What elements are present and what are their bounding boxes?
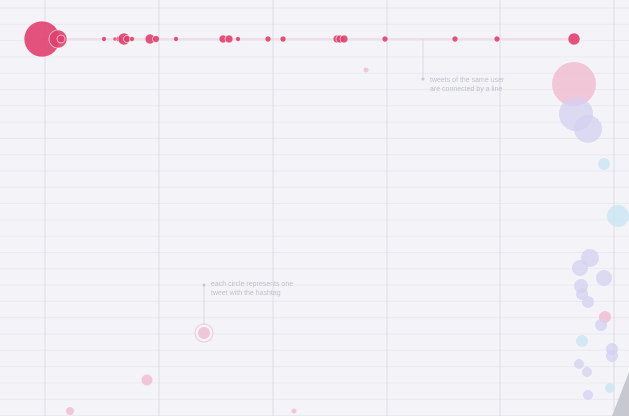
tweet-bubble	[363, 67, 369, 73]
highlighted-tweet-bubble	[235, 36, 241, 42]
highlighted-tweet-bubble	[56, 34, 66, 44]
annotation-each-circle: each circle represents one tweet with th…	[194, 281, 293, 343]
highlighted-user-row	[23, 20, 581, 58]
tweet-bubble	[582, 367, 592, 377]
highlighted-tweet-bubble	[152, 35, 160, 43]
tweet-bubble	[595, 319, 607, 331]
highlighted-tweet-bubble	[224, 34, 234, 44]
annotation-user-line-dot	[421, 77, 425, 81]
highlighted-tweet-bubble	[567, 32, 581, 46]
tweet-bubble	[606, 350, 618, 362]
tweet-bubble	[198, 327, 210, 339]
highlighted-tweet-bubble	[339, 34, 349, 44]
tweet-bubble	[605, 383, 615, 393]
scatter-points	[66, 62, 629, 415]
highlighted-tweet-bubble	[279, 35, 287, 43]
highlighted-tweet-bubble	[381, 35, 389, 43]
tweet-bubble	[596, 270, 612, 286]
annotation-user-line-text-2: are connected by a line	[430, 86, 502, 93]
annotation-each-circle-text-2: tweet with the hashtag	[211, 290, 281, 297]
tweet-bubble	[572, 260, 588, 276]
highlighted-tweet-bubble	[129, 36, 135, 42]
annotation-each-circle-dot	[202, 283, 206, 287]
tweet-bubble	[607, 205, 629, 227]
highlighted-tweet-bubble	[264, 35, 272, 43]
tweet-bubble	[574, 359, 584, 369]
tweet-bubble	[552, 62, 596, 106]
annotation-user-line-text-1: tweets of the same user	[430, 77, 505, 84]
annotation-each-circle-text-1: each circle represents one	[211, 281, 293, 288]
tweet-bubble	[141, 374, 153, 386]
tweet-bubble	[66, 407, 74, 415]
tweet-bubble	[574, 115, 602, 143]
tweet-bubble	[582, 296, 594, 308]
highlighted-tweet-bubble	[451, 35, 459, 43]
highlighted-tweet-bubble	[101, 36, 107, 42]
tweet-bubble	[291, 408, 297, 414]
highlighted-tweet-bubble	[173, 36, 179, 42]
tweet-bubble	[598, 158, 610, 170]
corner-decoration	[612, 372, 629, 416]
annotation-each-circle-ring	[194, 323, 214, 343]
highlighted-tweet-bubble	[493, 35, 501, 43]
tweet-bubble	[576, 335, 588, 347]
annotation-user-line: tweets of the same user are connected by…	[421, 39, 505, 93]
tweet-bubble	[583, 390, 593, 400]
